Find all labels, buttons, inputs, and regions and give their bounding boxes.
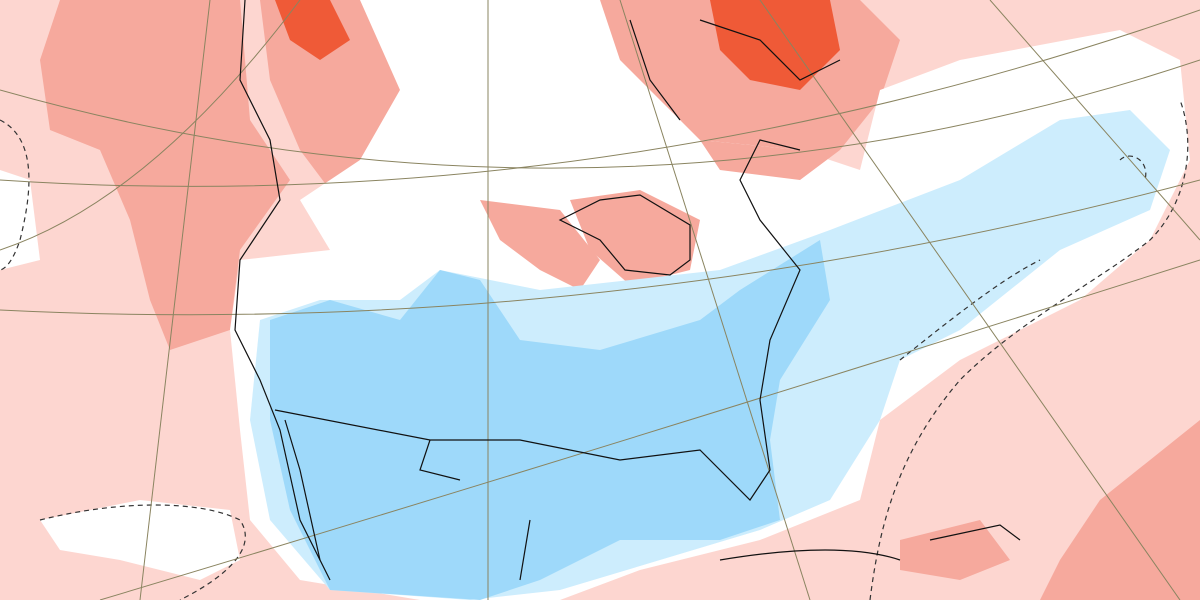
coastline (234, 0, 1021, 581)
zero-contour (0, 99, 1189, 600)
strong-cool-anomaly (270, 240, 830, 600)
warm-anomaly-inner (480, 140, 840, 290)
